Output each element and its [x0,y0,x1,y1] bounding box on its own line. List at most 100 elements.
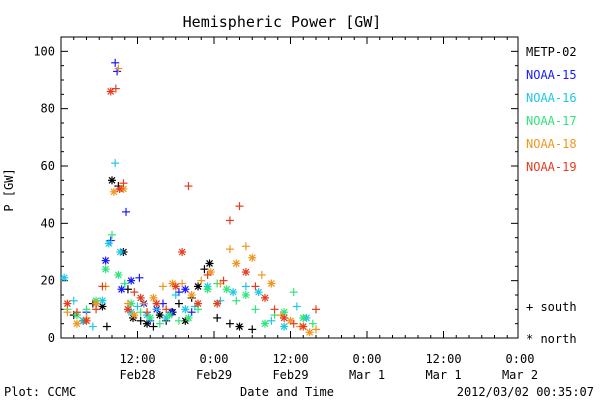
data-point-north [187,291,196,299]
data-point-south [69,296,78,305]
data-point-south [178,279,187,288]
data-point-south [130,288,139,297]
data-point-north [248,253,257,262]
x-tick-date-label: Feb29 [272,368,308,382]
data-point-south [171,291,180,299]
data-point-south [251,305,260,314]
data-point-north [229,288,238,297]
data-point-south [111,84,120,93]
x-tick-time-label: 0:00 [353,352,382,366]
data-point-south [155,319,164,328]
legend-entry: NOAA-16 [526,91,577,105]
marker-legend-entry: * north [526,332,577,346]
data-point-north [127,276,136,285]
data-point-south [136,316,145,325]
data-point-north [299,322,308,331]
data-point-south [92,305,101,314]
data-point-north [149,293,158,302]
data-point-north [101,256,110,265]
data-point-south [111,58,120,67]
series-noaa-19 [63,84,320,331]
data-point-south [174,316,183,325]
x-tick-time-label: 12:00 [272,352,308,366]
x-tick-date-label: Mar 2 [502,368,538,382]
y-tick-label: 60 [41,159,55,173]
data-point-north [213,299,222,308]
data-point-south [289,319,298,328]
data-point-south [225,319,234,328]
y-tick-label: 0 [48,331,55,345]
x-tick-time-label: 12:00 [119,352,155,366]
y-tick-label: 20 [41,274,55,288]
data-point-south [149,322,158,331]
data-point-south [88,322,97,331]
data-point-north [232,259,241,268]
footer-source: Plot: CCMC [4,385,76,399]
x-tick-time-label: 0:00 [506,352,535,366]
data-point-north [130,311,139,320]
data-point-north [136,293,145,302]
data-point-south [235,202,244,211]
data-point-north [152,299,161,308]
data-point-south [174,299,183,308]
data-point-south [241,282,250,291]
data-point-south [200,265,209,274]
legend-entry: NOAA-18 [526,137,577,151]
data-point-north [106,87,115,96]
data-point-south [184,182,193,191]
chart-title: Hemispheric Power [GW] [183,13,382,31]
marker-legend: + south * north [526,300,577,346]
data-point-north [261,293,269,302]
data-point-north [181,285,190,294]
data-point-south [248,325,257,334]
data-point-south [312,305,320,314]
legend: METP-02 NOAA-15 NOAA-16 NOAA-17 NOAA-18 NOAA-… [526,45,577,174]
data-point-north [194,282,203,291]
x-axis-ticks: 12:00 Feb28 0:00 Feb29 12:00 Feb29 0:00 Mar 1 12… [60,37,538,382]
y-axis-label: P [GW] [2,168,16,211]
data-point-north [117,285,126,294]
legend-entry: NOAA-15 [526,68,577,82]
footer-timestamp: 2012/03/02 00:35:07 [457,385,594,399]
data-point-north [60,273,69,282]
data-point-south [82,305,91,314]
data-point-north [305,328,314,337]
data-series [60,58,320,337]
data-point-north [261,319,269,328]
data-point-north [115,184,124,193]
data-point-south [270,305,279,314]
x-tick-date-label: Mar 1 [425,368,461,382]
data-point-south [102,322,111,331]
data-point-north [123,305,132,314]
data-point-north [181,305,190,314]
legend-entry: NOAA-17 [526,114,577,128]
data-point-north [194,299,203,308]
data-point-south [257,270,266,279]
data-point-north [146,313,155,322]
data-point-south [122,207,131,216]
data-point-north [114,270,123,279]
marker-legend-entry: + south [526,300,577,314]
x-tick-time-label: 0:00 [200,352,229,366]
x-tick-time-label: 12:00 [425,352,461,366]
data-point-south [219,276,228,285]
data-point-north [241,291,250,299]
data-point-north [280,322,289,331]
data-point-north [116,248,125,256]
legend-entry: METP-02 [526,45,577,59]
data-point-south [114,64,123,73]
data-point-south [133,302,142,311]
series-noaa-15 [82,58,196,325]
data-point-south [292,302,301,311]
data-point-north [235,322,244,331]
data-point-north [171,282,180,291]
data-point-south [267,316,276,325]
data-point-north [205,259,214,268]
data-point-north [184,313,193,322]
data-point-south [119,179,128,188]
data-point-south [232,296,241,305]
plot-frame [60,36,519,339]
data-point-north [241,268,250,277]
data-point-south [213,313,222,322]
data-point-south [251,282,260,291]
